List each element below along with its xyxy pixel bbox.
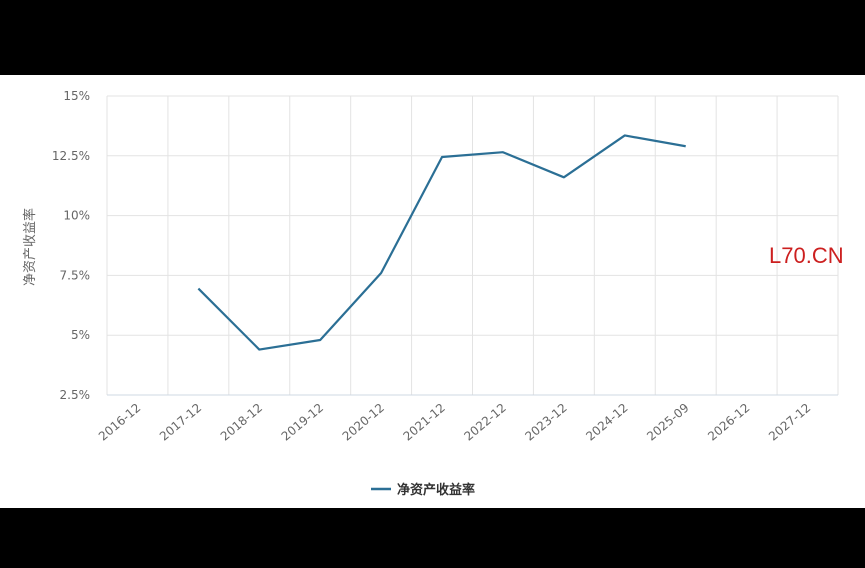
x-tick-label: 2025-09 bbox=[644, 401, 691, 444]
x-tick-label: 2018-12 bbox=[218, 401, 265, 444]
x-tick-label: 2026-12 bbox=[705, 401, 752, 444]
series-layer bbox=[194, 131, 690, 354]
data-point[interactable] bbox=[499, 148, 507, 156]
legend[interactable]: 净资产收益率 bbox=[371, 482, 475, 498]
x-tick-label: 2017-12 bbox=[157, 401, 204, 444]
y-tick-labels: 2.5% 5% 7.5% 10% 12.5% 15% bbox=[52, 89, 90, 402]
y-tick-label: 10% bbox=[63, 209, 90, 223]
chart-panel: 2.5% 5% 7.5% 10% 12.5% 15% 2016-12 2017-12 2018… bbox=[0, 75, 865, 508]
x-tick-label: 2016-12 bbox=[96, 401, 143, 444]
data-point[interactable] bbox=[438, 153, 446, 161]
y-tick-label: 2.5% bbox=[60, 388, 91, 402]
data-point[interactable] bbox=[255, 346, 263, 354]
y-tick-label: 12.5% bbox=[52, 149, 90, 163]
data-point[interactable] bbox=[682, 142, 690, 150]
x-tick-label: 2024-12 bbox=[583, 401, 630, 444]
y-tick-label: 7.5% bbox=[60, 268, 91, 282]
x-tick-labels: 2016-12 2017-12 2018-12 2019-12 2020-12 2021-… bbox=[96, 401, 813, 444]
y-axis-label: 净资产收益率 bbox=[22, 208, 38, 286]
grid-layer bbox=[106, 95, 839, 396]
x-tick-label: 2020-12 bbox=[340, 401, 387, 444]
data-point[interactable] bbox=[316, 336, 324, 344]
line-chart: 2.5% 5% 7.5% 10% 12.5% 15% 2016-12 2017-12 2018… bbox=[22, 89, 844, 498]
data-point[interactable] bbox=[194, 285, 202, 293]
x-tick-label: 2027-12 bbox=[766, 401, 813, 444]
data-point[interactable] bbox=[377, 269, 385, 277]
x-tick-label: 2023-12 bbox=[522, 401, 569, 444]
x-tick-label: 2021-12 bbox=[401, 401, 448, 444]
watermark-text: L70.CN bbox=[769, 243, 844, 268]
data-point[interactable] bbox=[560, 173, 568, 181]
y-tick-label: 5% bbox=[71, 328, 90, 342]
x-tick-label: 2019-12 bbox=[279, 401, 326, 444]
data-point[interactable] bbox=[621, 131, 629, 139]
y-tick-label: 15% bbox=[63, 89, 90, 103]
legend-label: 净资产收益率 bbox=[397, 482, 475, 498]
series-line[interactable] bbox=[197, 134, 686, 351]
x-tick-label: 2022-12 bbox=[461, 401, 508, 444]
